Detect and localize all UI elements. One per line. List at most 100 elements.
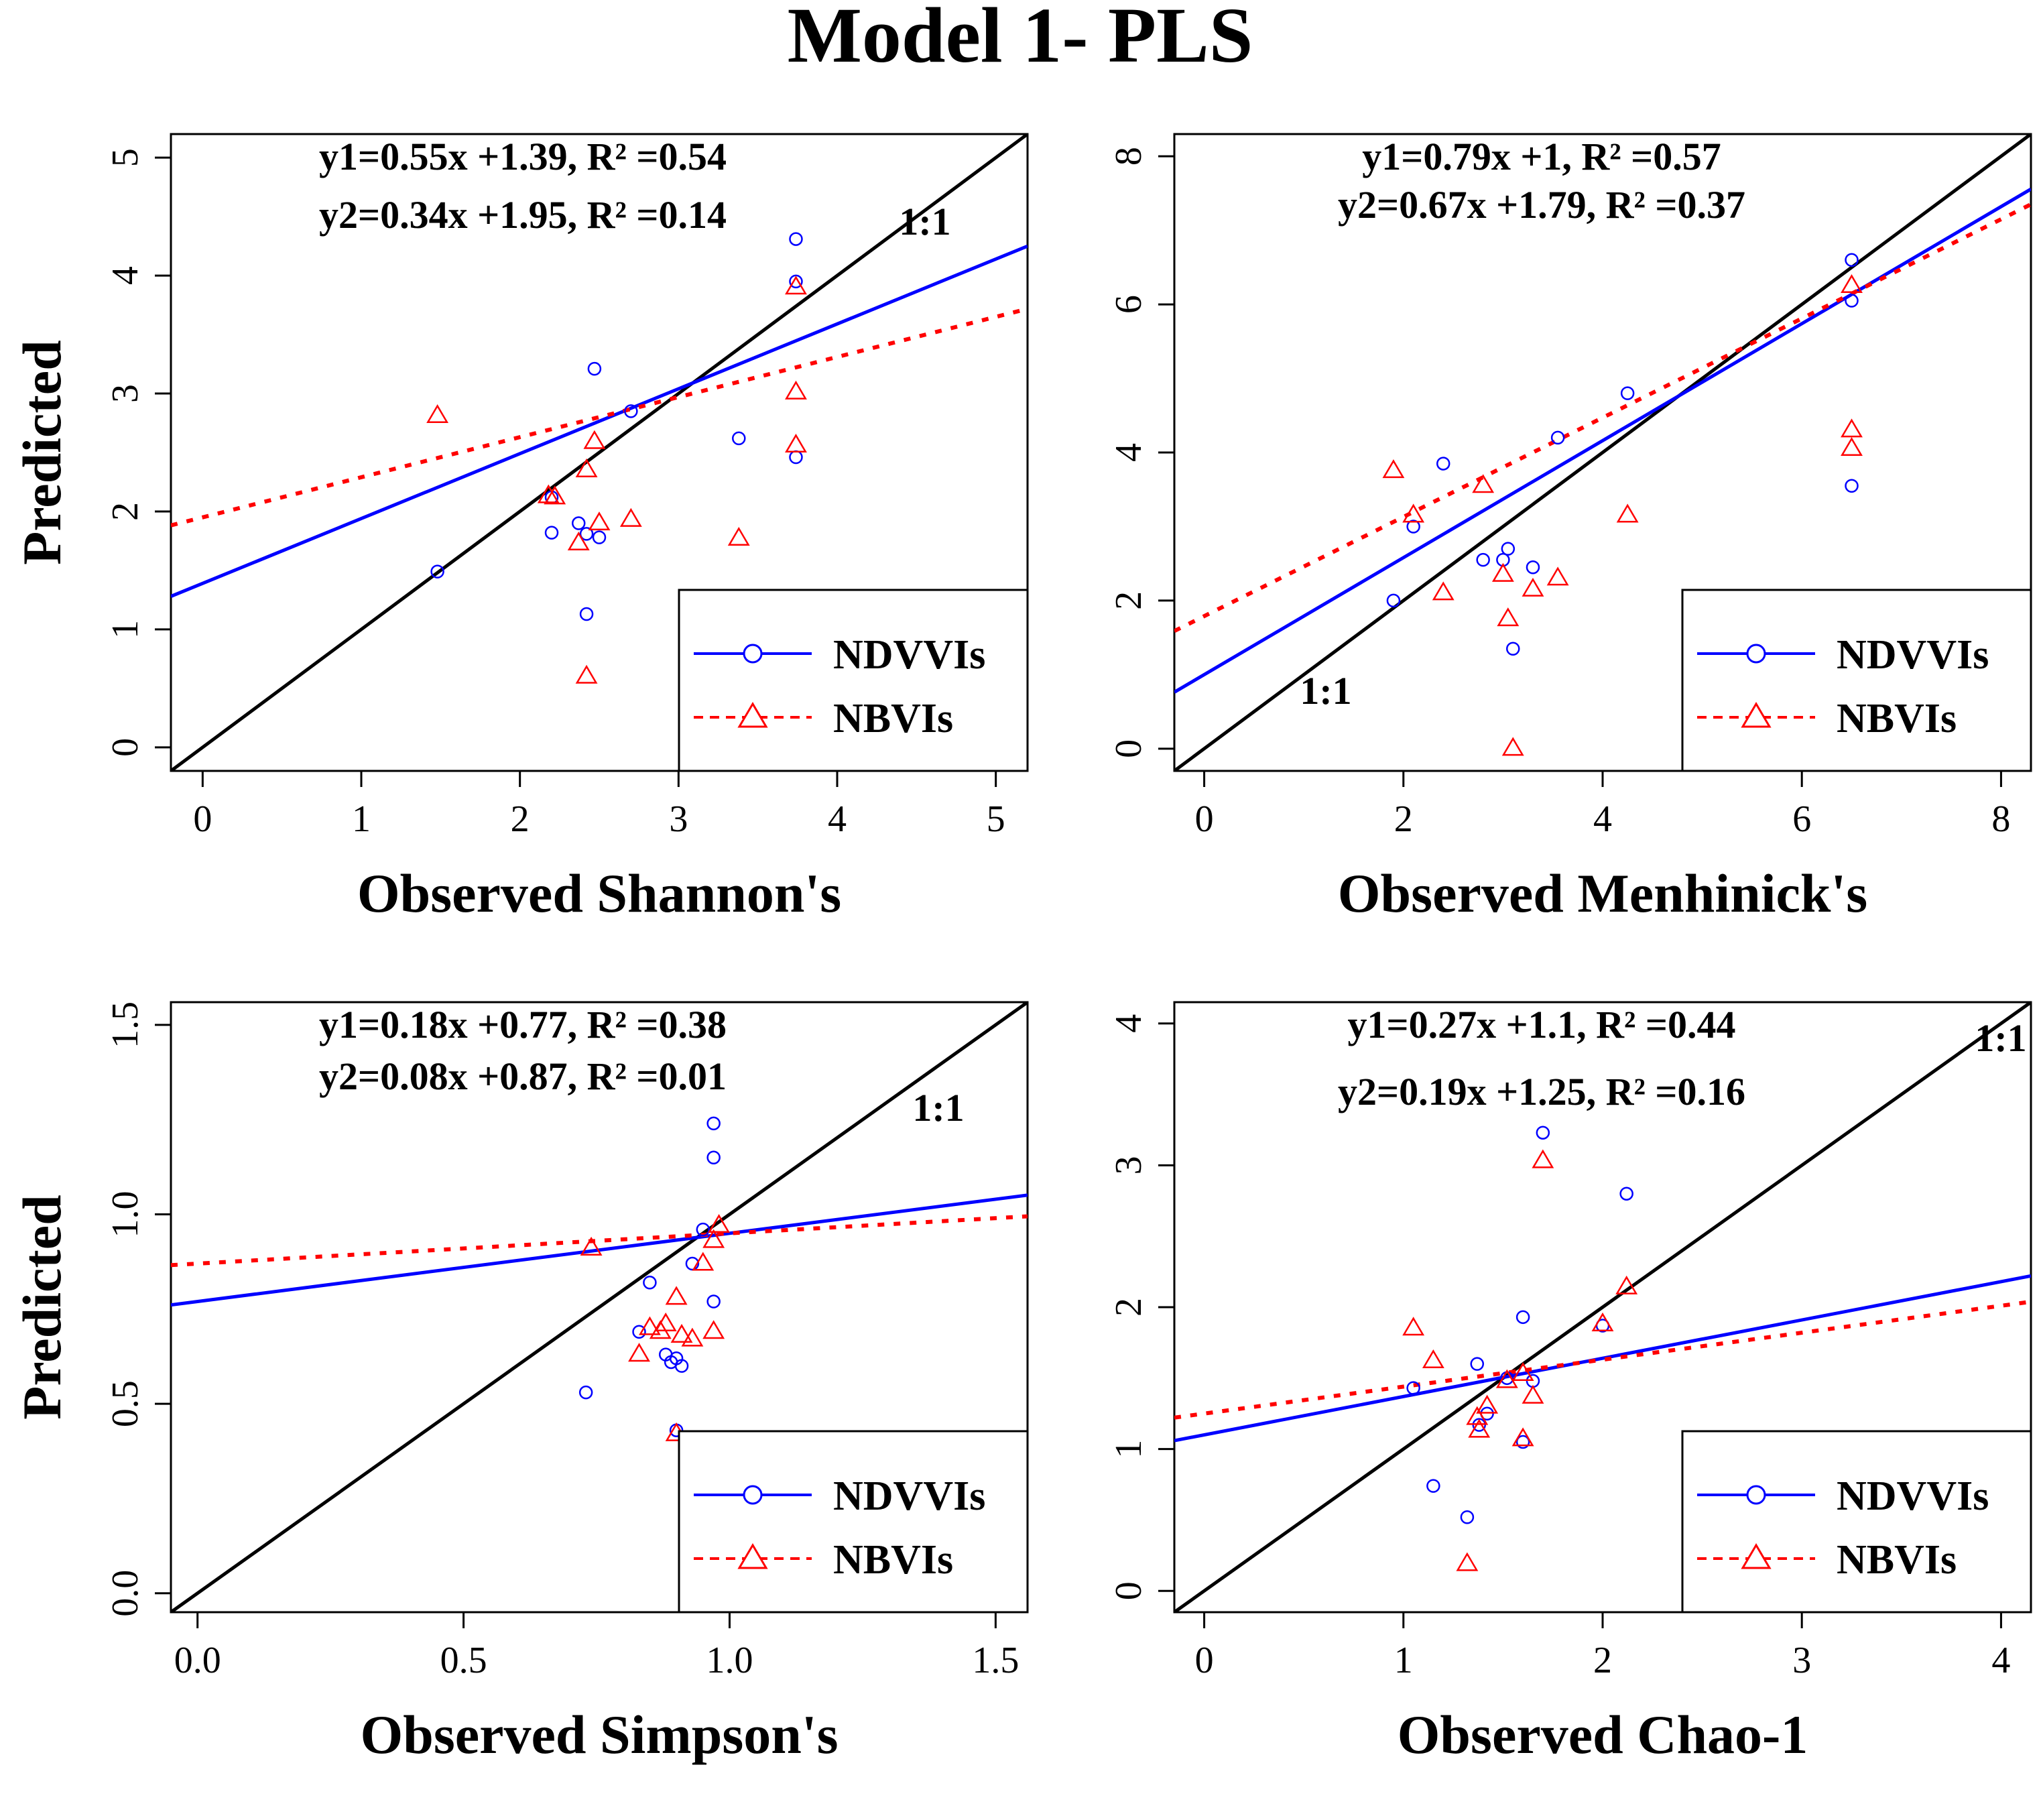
x-tick-label: 8 [1991,798,2010,840]
ndvvi-point [579,527,594,541]
ndvvi-point [1550,430,1565,445]
legend-ndvvi-marker [743,644,763,664]
ndvvi-point [732,431,746,446]
legend-ndvvi-label: NDVVIs [1837,1473,1989,1519]
plot-area [1174,1002,2031,1612]
nbvi-point [785,380,807,400]
x-tick-label: 6 [1792,798,1811,840]
x-axis-title: Observed Simpson's [360,1704,838,1765]
nbvi-point [1841,437,1863,457]
nbvi-point [727,526,750,546]
x-tick-label: 2 [511,798,530,840]
ndvvi-point [544,526,559,540]
nbvi-point [1501,737,1524,756]
nbvi-point [588,511,611,531]
legend-ndvvi-marker [743,1485,763,1505]
y-tick-label: 1 [105,620,146,639]
ndvvi-point [1406,520,1420,534]
ndvvi-fit-line [171,1193,1028,1307]
nbvi-point [575,664,598,684]
y-tick-label: 4 [1108,1014,1150,1033]
nbvi-point [1476,1394,1499,1414]
x-tick-label: 5 [987,798,1005,840]
identity-line [1174,1002,2031,1612]
nbvi-point [583,430,606,449]
y-tick-label: 1.5 [105,1002,146,1048]
ndvvi-point [579,607,594,621]
nbvi-point [1841,418,1863,438]
ndvvi-fit-line [1174,1274,2031,1443]
ndvvi-point [1516,1310,1530,1325]
ndvvi-point [624,404,638,418]
x-axis-title: Observed Shannon's [357,863,841,924]
ndvvi-point [789,232,803,246]
legend-nbvi-label: NBVIs [1837,1537,1957,1583]
nbvi-point [670,1323,693,1343]
nbvi-point [1432,581,1455,601]
nbvi-point [1402,503,1425,523]
ndvvi-point [1406,1381,1420,1395]
y-tick-label: 2 [1108,1298,1150,1317]
y-tick-label: 6 [1108,295,1150,314]
x-tick-label: 4 [828,798,847,840]
y-tick-label: 2 [1108,591,1150,610]
identity-label: 1:1 [912,1086,964,1130]
ndvvi-point [643,1276,657,1290]
nbvi-point [692,1252,715,1271]
ndvvi-point [1526,560,1540,574]
nbvi-fit-line [1174,202,2031,633]
equation-2: y2=0.34x +1.95, R² =0.14 [319,193,727,237]
nbvi-point [1511,1427,1534,1447]
ndvvi-point [789,450,803,465]
x-tick-label: 0 [1195,1640,1214,1681]
figure-title: Model 1- PLS [788,0,1253,79]
equation-2: y2=0.19x +1.25, R² =0.16 [1338,1070,1745,1113]
ndvvi-point [674,1359,689,1373]
legend-box [1681,589,2032,772]
nbvi-point [1422,1349,1444,1368]
nbvi-point [785,433,807,452]
identity-label: 1:1 [1975,1016,2026,1060]
y-axis-title: Predicted [11,1195,72,1420]
nbvi-point [580,1236,603,1256]
x-tick-label: 0 [193,798,212,840]
nbvi-point [1522,577,1544,597]
y-tick-label: 0.0 [105,1570,146,1617]
x-tick-label: 0.0 [174,1640,221,1681]
legend-nbvi-marker [737,702,768,728]
legend: NDVVIs NBVIs [1681,589,2032,772]
nbvi-fit-line [171,306,1028,528]
nbvi-point [1591,1312,1614,1331]
plot-frame [170,1001,1029,1614]
nbvi-point [1532,1149,1554,1168]
nbvi-point [567,531,590,551]
equation-1: y1=0.79x +1, R² =0.57 [1362,135,1721,178]
ndvvi-point [632,1325,646,1339]
nbvi-point [628,1343,650,1362]
ndvvi-point [789,274,803,289]
ndvvi-point [1516,1435,1530,1449]
chart-panel-4: 0 1 2 3 4 0 1 2 3 4 Observed Chao-1 y1=0.27x +1.1, … [1108,1001,2032,1765]
ndvvi-point [1460,1510,1475,1524]
ndvvi-point [1506,642,1520,656]
identity-label: 1:1 [1300,669,1351,713]
x-axis-title: Observed Chao-1 [1398,1704,1808,1765]
nbvi-point [1495,1369,1518,1388]
equation-2: y2=0.67x +1.79, R² =0.37 [1338,183,1745,227]
equation-2: y2=0.08x +0.87, R² =0.01 [319,1054,727,1098]
nbvi-point [702,1320,725,1339]
ndvvi-point [1476,552,1490,567]
nbvi-point [544,485,566,505]
y-tick-label: 3 [105,384,146,403]
plot-frame [170,133,1029,772]
legend: NDVVIs NBVIs [1681,1430,2032,1614]
legend-box [1681,1430,2032,1614]
legend-box [678,589,1029,772]
x-tick-label: 4 [1991,1640,2010,1681]
nbvi-point [1472,474,1495,493]
legend-ndvvi-label: NDVVIs [1837,632,1989,678]
legend-ndvvi-marker [1746,1485,1766,1505]
y-tick-label: 4 [1108,443,1150,462]
ndvvi-point [1470,1357,1485,1371]
